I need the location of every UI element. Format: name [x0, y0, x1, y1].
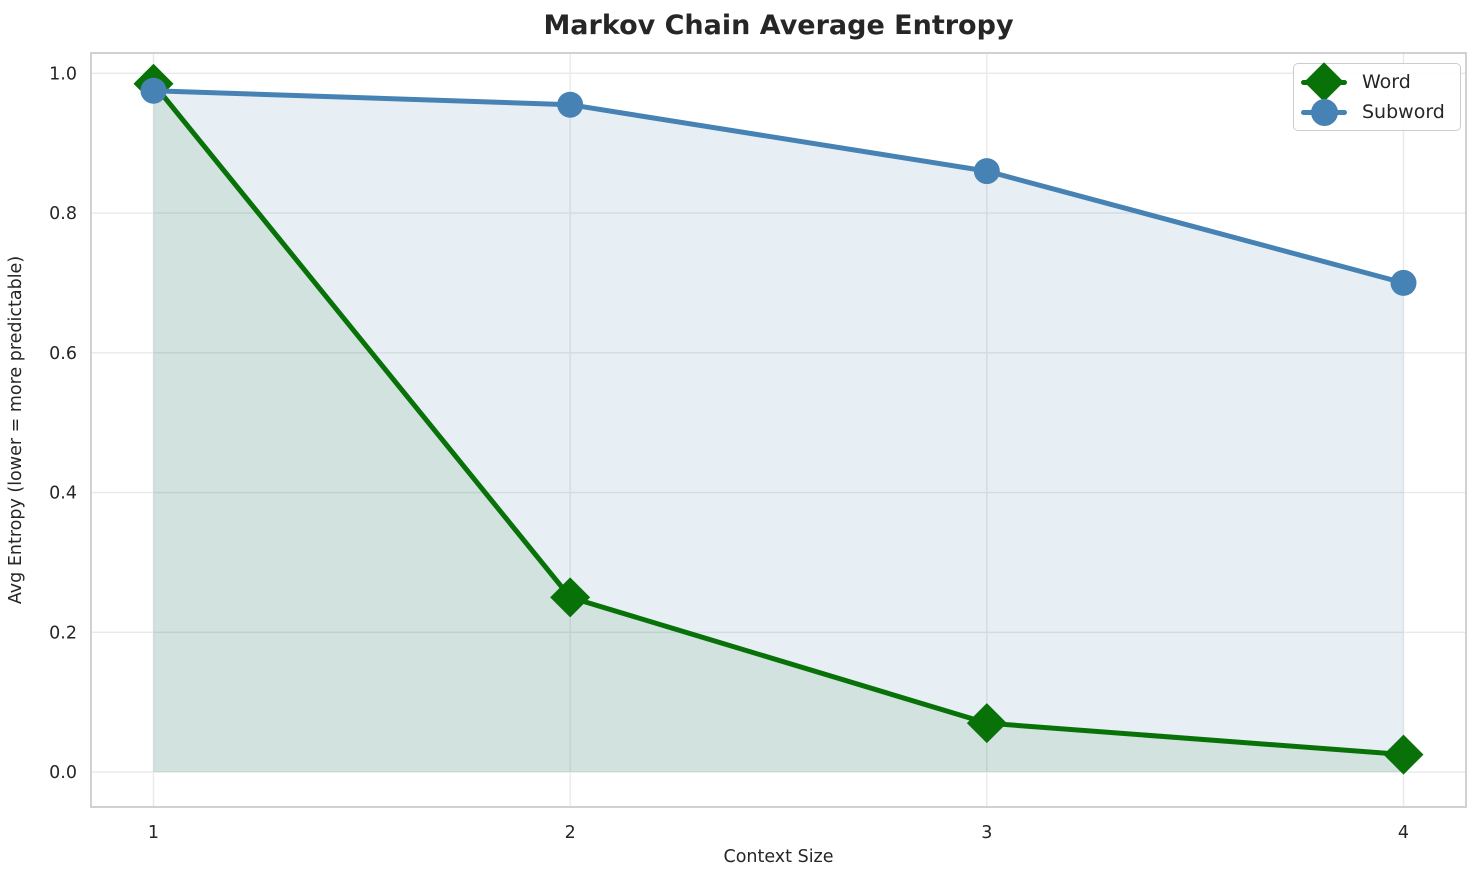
word-marker	[966, 703, 1007, 744]
subword-marker	[557, 91, 584, 118]
y-axis-label: Avg Entropy (lower = more predictable)	[6, 255, 26, 605]
legend-item-word: Word	[1300, 62, 1450, 102]
subword-marker	[1390, 269, 1417, 296]
legend-label-word: Word	[1362, 71, 1411, 93]
subword-marker	[973, 158, 1000, 185]
subword-circle-icon	[1300, 97, 1348, 127]
word-diamond-icon	[1300, 62, 1348, 102]
word-marker	[550, 577, 591, 618]
x-tick-label: 3	[981, 823, 992, 843]
x-tick-label: 1	[148, 823, 159, 843]
y-tick-label: 0.8	[49, 204, 77, 224]
word-marker	[1383, 734, 1424, 775]
subword-marker	[140, 77, 167, 104]
chart-title: Markov Chain Average Entropy	[543, 10, 1014, 41]
legend-label-subword: Subword	[1362, 101, 1445, 123]
y-tick-label: 0.6	[49, 344, 77, 364]
word-area-fill	[153, 83, 1404, 773]
subword-area-fill	[153, 90, 1404, 773]
legend-item-subword: Subword	[1300, 97, 1450, 127]
y-tick-label: 0.0	[49, 763, 77, 783]
y-tick-label: 0.4	[49, 484, 77, 504]
x-axis-label: Context Size	[723, 847, 834, 867]
x-tick-label: 2	[565, 823, 576, 843]
legend: Word Subword	[1293, 62, 1461, 131]
word-line	[151, 81, 1406, 758]
subword-line	[151, 88, 1406, 286]
axes-border	[90, 52, 1467, 808]
x-tick-label: 4	[1398, 823, 1409, 843]
y-tick-label: 0.2	[49, 623, 77, 643]
y-tick-label: 1.0	[49, 64, 77, 84]
